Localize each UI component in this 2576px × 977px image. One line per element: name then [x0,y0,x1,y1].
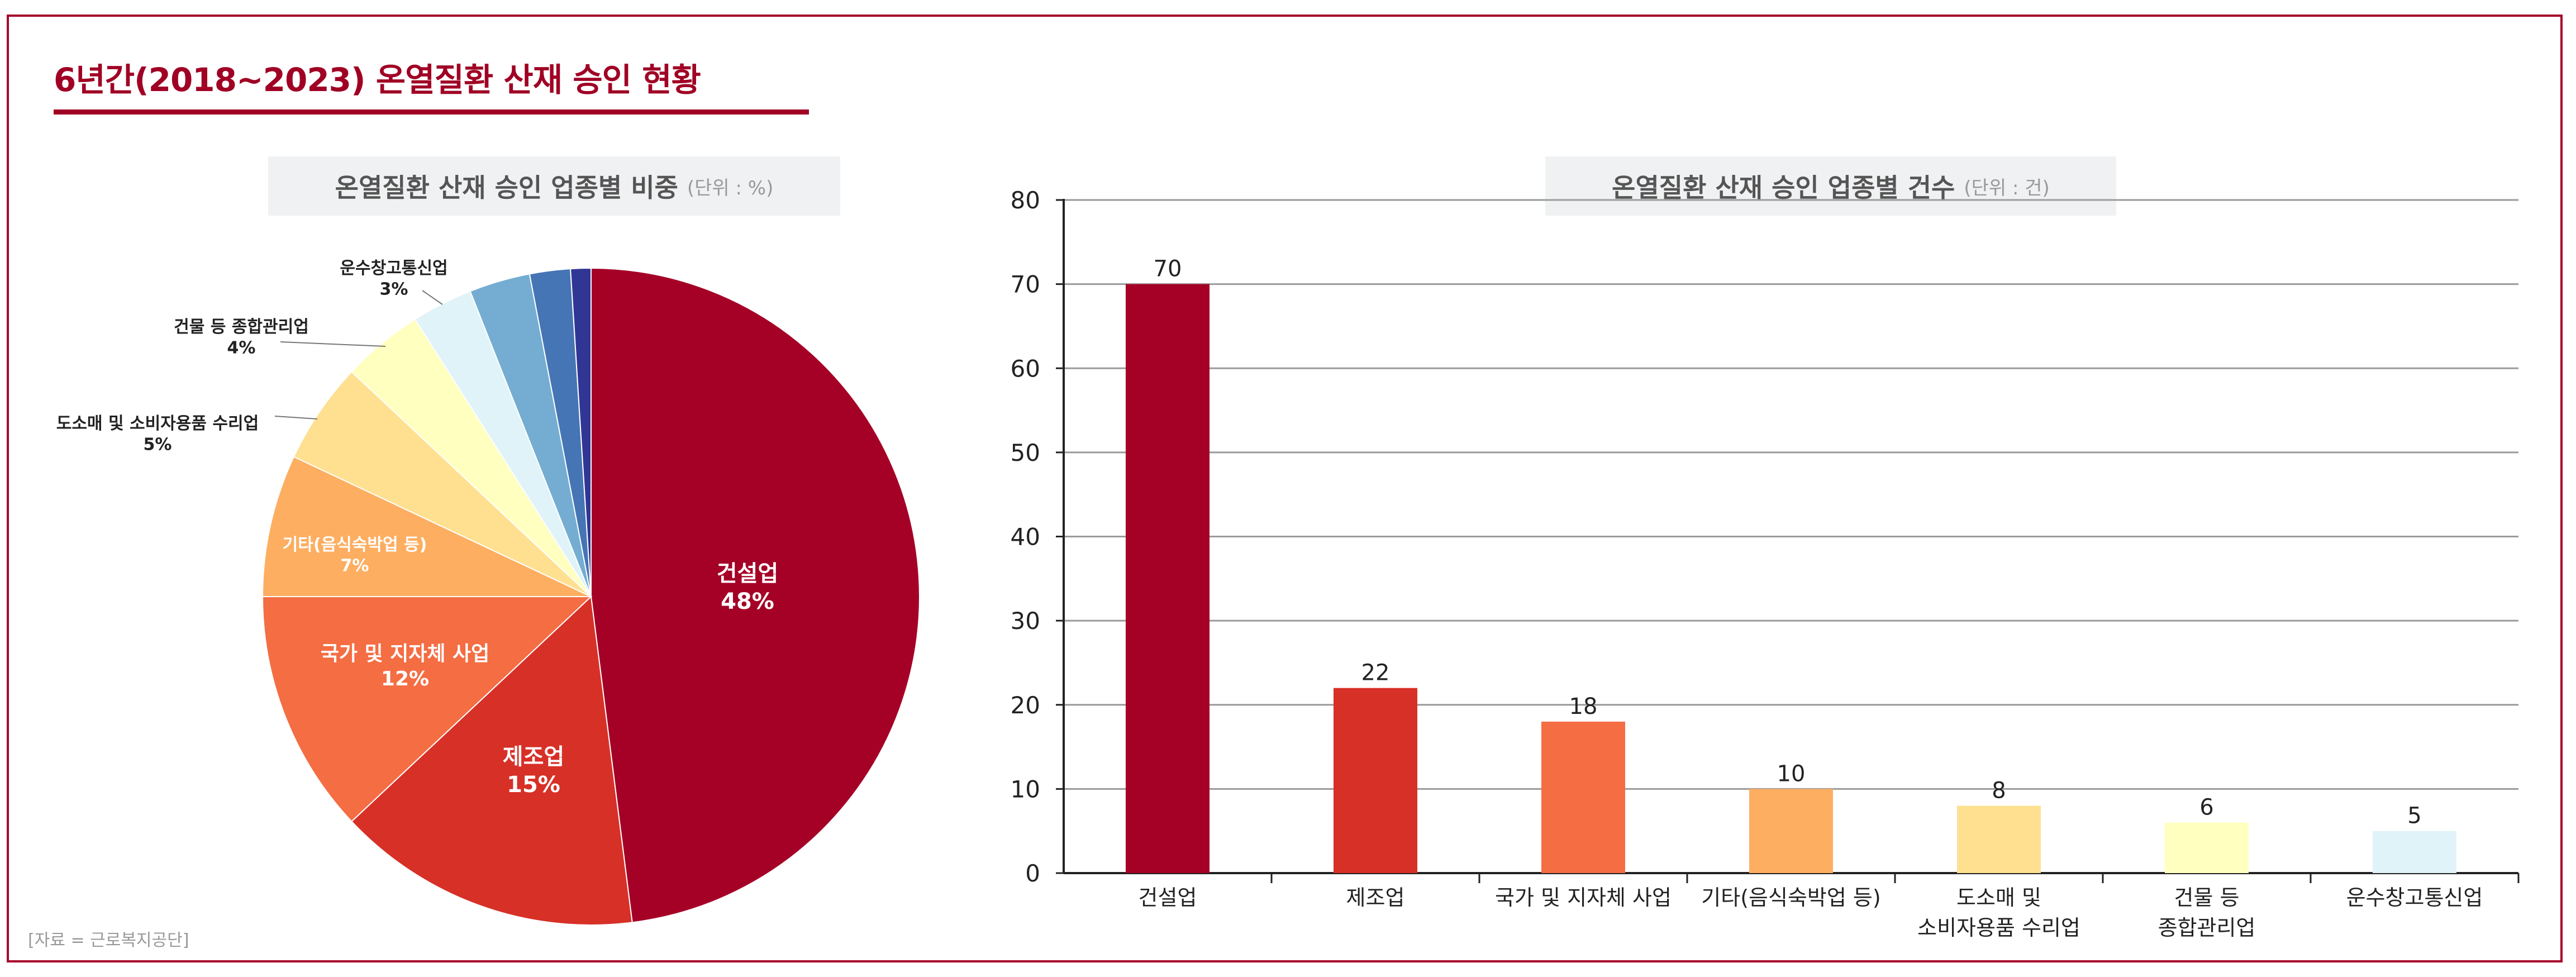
y-tick-label: 30 [1011,607,1040,635]
pie-slice-value-1: 48% [721,589,774,614]
y-tick-label: 70 [1011,271,1040,298]
x-category-label-2: 제조업 [1346,885,1405,910]
bar-1 [1126,284,1210,873]
x-category-label-5: 소비자용품 수리업 [1917,916,2080,940]
x-category-label-3: 국가 및 지자체 사업 [1495,885,1672,910]
pie-slice-label-3: 국가 및 지자체 사업 [321,642,490,665]
bar-value-label-2: 22 [1361,660,1390,686]
y-tick-label: 50 [1011,439,1040,466]
x-category-label-4: 기타(음식숙박업 등) [1701,885,1880,910]
bar-4 [1749,789,1833,873]
title-underline [54,109,809,115]
y-tick-label: 40 [1011,523,1040,551]
pie-slice-label-4: 기타(음식숙박업 등) [283,535,427,555]
pie-chart-unit: (단위 : %) [687,177,774,199]
x-category-label-6: 건물 등 [2174,885,2240,910]
pie-slice-value-5: 5% [144,435,172,455]
pie-slice-2 [350,595,633,926]
pie-slice-1 [591,267,920,923]
source-note: [자료 = 근로복지공단] [28,931,189,950]
pie-slice-4 [261,456,592,597]
y-tick-label: 60 [1011,355,1040,382]
pie-leader-line-6 [280,341,386,347]
x-category-label-7: 운수창고통신업 [2346,885,2483,910]
bar-3 [1541,721,1625,873]
pie-leader-line-7 [422,290,443,305]
x-category-label-6: 종합관리업 [2158,916,2256,940]
bar-value-label-3: 18 [1569,694,1598,719]
pie-slice-value-4: 7% [341,556,369,576]
pie-slice-3 [261,596,593,822]
pie-slice-value-3: 12% [381,668,429,690]
bar-5 [1957,806,2041,873]
bar-6 [2165,822,2249,873]
pie-slice-label-7: 운수창고통신업 [340,259,447,278]
pie-slice-label-6: 건물 등 종합관리업 [174,317,309,337]
y-tick-label: 20 [1011,692,1040,719]
pie-slice-label-1: 건설업 [717,561,778,587]
pie-slice-5 [293,371,592,597]
pie-slice-value-2: 15% [507,772,560,798]
bar-value-label-6: 6 [2199,795,2213,821]
pie-slice-value-6: 4% [227,339,256,358]
pie-chart-title: 온열질환 산재 승인 업종별 비중 [335,173,678,203]
pie-slice-label-5: 도소매 및 소비자용품 수리업 [56,414,259,433]
y-tick-label: 80 [1011,187,1040,214]
pie-slice-label-2: 제조업 [503,744,564,770]
pie-chart-title-box: 온열질환 산재 승인 업종별 비중 (단위 : %) [268,156,840,216]
y-tick-label: 0 [1025,860,1040,887]
bar-chart-unit: (단위 : 건) [1964,177,2050,199]
pie-slice-10 [570,267,592,597]
bar-value-label-4: 10 [1777,761,1806,787]
bar-value-label-1: 70 [1154,256,1182,282]
bar-chart-title: 온열질환 산재 승인 업종별 건수 [1612,173,1955,203]
pie-slice-value-7: 3% [380,280,408,299]
bar-2 [1334,688,1417,873]
bar-chart-title-box: 온열질환 산재 승인 업종별 건수 (단위 : 건) [1545,156,2116,216]
card-frame [7,15,2563,962]
page-title: 6년간(2018~2023) 온열질환 산재 승인 현황 [54,61,701,99]
bar-value-label-5: 8 [1992,778,2006,804]
bar-7 [2373,831,2456,873]
x-category-label-5: 도소매 및 [1956,885,2041,910]
y-tick-label: 10 [1011,775,1040,803]
bar-value-label-7: 5 [2407,803,2421,829]
pie-leader-line-5 [274,416,318,420]
x-category-label-1: 건설업 [1139,885,1197,910]
